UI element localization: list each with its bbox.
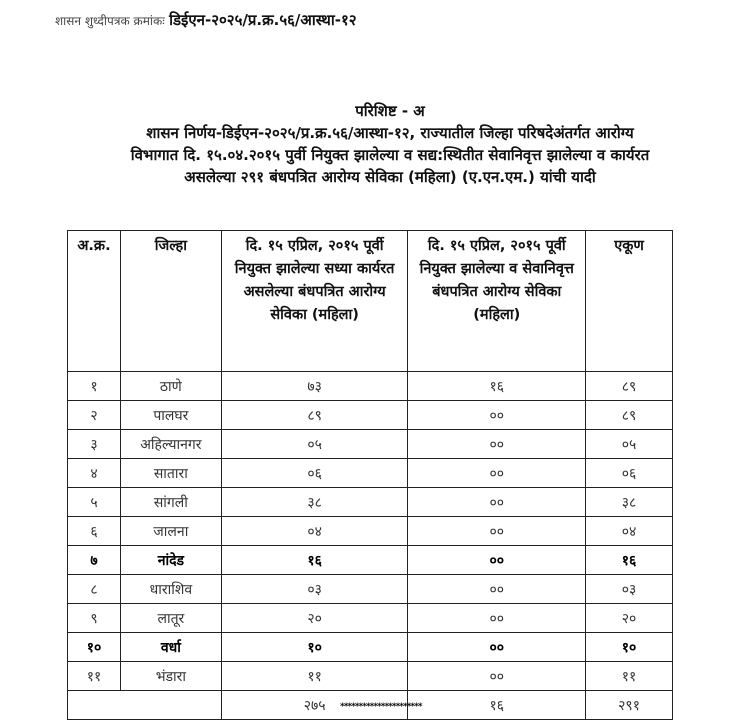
retired-cell: ०० — [407, 545, 587, 575]
heading-line-3: असलेल्या २९१ बंधपत्रित आरोग्य सेविका (मह… — [184, 168, 596, 186]
totals-row: २७५ १६ २९१ — [67, 690, 673, 720]
retired-cell: ०० — [407, 603, 587, 633]
district-cell: सातारा — [119, 458, 222, 488]
total-cell: ११ — [585, 661, 673, 691]
header-serial: अ.क्र. — [67, 230, 121, 372]
district-cell: सांगली — [119, 487, 222, 517]
working-cell: ११ — [220, 661, 409, 691]
header-working: दि. १५ एप्रिल, २०१५ पूर्वी नियुक्त झालेल… — [220, 230, 409, 372]
appendix-title: परिशिष्ट - अ — [355, 102, 425, 120]
serial-cell: ४ — [67, 458, 121, 488]
retired-cell: ०० — [407, 632, 587, 662]
reference-number: डिईएन-२०२५/प्र.क्र.५६/आस्था-१२ — [169, 11, 357, 29]
heading-line-1: शासन निर्णय-डिईएन-२०२५/प्र.क्र.५६/आस्था-… — [146, 124, 634, 142]
table-row: ५ सांगली ३८ ०० ३८ — [67, 487, 673, 517]
total-cell: १० — [585, 632, 673, 662]
total-cell: ०५ — [585, 429, 673, 459]
retired-cell: ०० — [407, 487, 587, 517]
district-cell: ठाणे — [119, 371, 222, 401]
serial-cell: ६ — [67, 516, 121, 546]
serial-cell: ७ — [67, 545, 121, 575]
district-cell: वर्धा — [119, 632, 222, 662]
table-row: ३ अहिल्यानगर ०५ ०० ०५ — [67, 429, 673, 459]
total-cell: २० — [585, 603, 673, 633]
working-cell: ८९ — [220, 400, 409, 430]
working-cell: ७३ — [220, 371, 409, 401]
serial-cell: ५ — [67, 487, 121, 517]
working-cell: ०५ — [220, 429, 409, 459]
working-cell: ०३ — [220, 574, 409, 604]
header-district: जिल्हा — [119, 230, 222, 372]
table-row: ८ धाराशिव ०३ ०० ०३ — [67, 574, 673, 604]
serial-cell: १० — [67, 632, 121, 662]
serial-cell: ३ — [67, 429, 121, 459]
table-row: १० वर्धा १० ०० १० — [67, 632, 673, 662]
retired-cell: ०० — [407, 516, 587, 546]
table-row: ४ सातारा ०६ ०० ०६ — [67, 458, 673, 488]
district-cell: नांदेड — [119, 545, 222, 575]
table-row: ९ लातूर २० ०० २० — [67, 603, 673, 633]
serial-cell: ९ — [67, 603, 121, 633]
document-heading: परिशिष्ट - अ शासन निर्णय-डिईएन-२०२५/प्र.… — [40, 100, 738, 188]
end-marker: ********************** — [340, 702, 423, 712]
district-cell: धाराशिव — [119, 574, 222, 604]
header-total: एकूण — [585, 230, 673, 372]
district-table: अ.क्र. जिल्हा दि. १५ एप्रिल, २०१५ पूर्वी… — [67, 230, 673, 720]
working-cell: २० — [220, 603, 409, 633]
retired-cell: ०० — [407, 429, 587, 459]
total-cell: ०४ — [585, 516, 673, 546]
serial-cell: २ — [67, 400, 121, 430]
district-cell: लातूर — [119, 603, 222, 633]
retired-cell: १६ — [407, 371, 587, 401]
district-cell: भंडारा — [119, 661, 222, 691]
retired-cell: ०० — [407, 458, 587, 488]
serial-cell: ८ — [67, 574, 121, 604]
heading-line-2: विभागात दि. १५.०४.२०१५ पुर्वी नियुक्त झा… — [130, 146, 650, 164]
working-cell: १६ — [220, 545, 409, 575]
retired-cell: ०० — [407, 661, 587, 691]
totals-blank-cell — [67, 690, 222, 720]
reference-line: शासन शुध्दीपत्रक क्रमांकः डिईएन-२०२५/प्र… — [55, 10, 357, 30]
working-cell: ०६ — [220, 458, 409, 488]
serial-cell: १ — [67, 371, 121, 401]
district-cell: जालना — [119, 516, 222, 546]
reference-label: शासन शुध्दीपत्रक क्रमांकः — [55, 14, 165, 28]
total-cell: ०६ — [585, 458, 673, 488]
grand-total: २९१ — [585, 690, 673, 720]
table-row: १ ठाणे ७३ १६ ८९ — [67, 371, 673, 401]
total-cell: १६ — [585, 545, 673, 575]
serial-cell: ११ — [67, 661, 121, 691]
total-cell: ८९ — [585, 400, 673, 430]
table-row: ११ भंडारा ११ ०० ११ — [67, 661, 673, 691]
retired-cell: ०० — [407, 574, 587, 604]
table-row: ६ जालना ०४ ०० ०४ — [67, 516, 673, 546]
table-header-row: अ.क्र. जिल्हा दि. १५ एप्रिल, २०१५ पूर्वी… — [67, 230, 673, 372]
table-row: २ पालघर ८९ ०० ८९ — [67, 400, 673, 430]
total-cell: ०३ — [585, 574, 673, 604]
working-cell: ०४ — [220, 516, 409, 546]
total-retired: १६ — [407, 690, 587, 720]
district-cell: अहिल्यानगर — [119, 429, 222, 459]
header-retired: दि. १५ एप्रिल, २०१५ पूर्वी नियुक्त झालेल… — [407, 230, 587, 372]
working-cell: १० — [220, 632, 409, 662]
district-cell: पालघर — [119, 400, 222, 430]
total-cell: ३८ — [585, 487, 673, 517]
total-working: २७५ — [220, 690, 409, 720]
table-row: ७ नांदेड १६ ०० १६ — [67, 545, 673, 575]
total-cell: ८९ — [585, 371, 673, 401]
retired-cell: ०० — [407, 400, 587, 430]
working-cell: ३८ — [220, 487, 409, 517]
